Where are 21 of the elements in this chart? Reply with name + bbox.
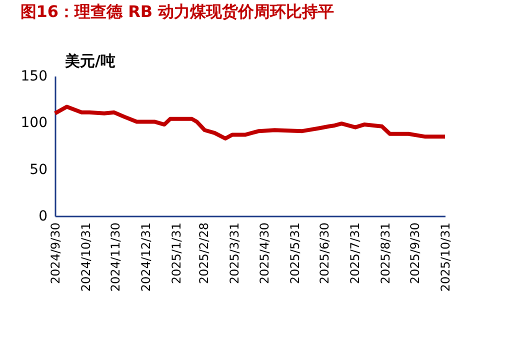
x-tick-label: 2024/12/31 (139, 222, 154, 292)
x-tick-label: 2025/7/31 (348, 222, 362, 284)
y-tick-label: 150 (20, 68, 48, 84)
chart-title: 图16：理查德 RB 动力煤现货价周环比持平 (20, 2, 334, 21)
y-axis-title: 美元/吨 (64, 52, 116, 70)
line-series (53, 104, 447, 141)
x-tick-label: 2025/6/30 (317, 222, 332, 284)
x-tick-label: 2025/10/31 (438, 222, 452, 292)
x-tick-label: 2024/10/31 (79, 222, 94, 292)
x-tick-label: 2025/2/28 (197, 222, 212, 284)
y-tick-label: 100 (20, 115, 48, 132)
x-tick-label: 2025/9/30 (408, 222, 422, 284)
y-tick-label: 50 (30, 162, 48, 178)
x-tick-label: 2025/4/30 (257, 222, 272, 284)
x-tick-label: 2025/3/31 (228, 222, 242, 284)
x-tick-label: 2024/9/30 (48, 222, 62, 284)
x-tick-label: 2025/5/31 (288, 222, 302, 284)
x-tick-label: 2025/1/31 (170, 222, 184, 284)
x-tick-label: 2025/8/31 (378, 222, 392, 284)
y-tick-label: 0 (38, 208, 48, 224)
x-tick-label: 2024/11/30 (108, 222, 123, 292)
